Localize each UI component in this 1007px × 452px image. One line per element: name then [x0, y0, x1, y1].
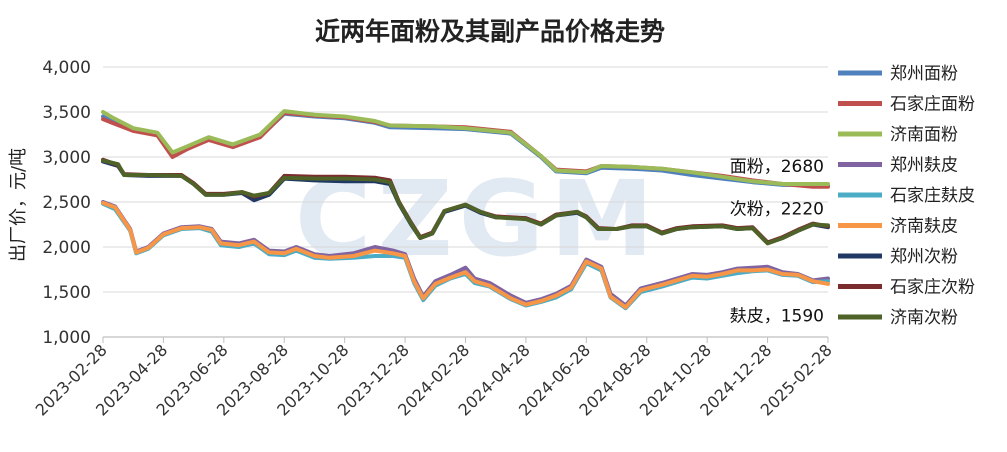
legend-label: 济南面粉 — [890, 125, 958, 145]
y-tick-label: 4,000 — [42, 58, 91, 78]
y-tick-label: 2,000 — [42, 238, 91, 258]
value-annotation: 麸皮，1590 — [730, 306, 824, 326]
series-line-3 — [101, 109, 830, 186]
legend-label: 石家庄次粉 — [890, 278, 975, 298]
y-tick-label: 3,500 — [42, 103, 91, 123]
y-tick-label: 2,500 — [42, 193, 91, 213]
legend-label: 郑州面粉 — [890, 64, 958, 84]
legend-label: 济南麸皮 — [890, 217, 958, 237]
legend-label: 郑州次粉 — [890, 247, 958, 267]
series-line-9 — [101, 158, 830, 246]
y-tick-label: 1,000 — [42, 328, 91, 348]
y-tick-label: 3,000 — [42, 148, 91, 168]
y-axis: 1,000 1,500 2,000 2,500 3,000 3,500 4,000 — [42, 58, 91, 348]
y-tick-label: 1,500 — [42, 283, 91, 303]
plot-lines — [101, 109, 830, 311]
y-axis-label: 出厂价，元/吨 — [8, 148, 29, 262]
legend-label: 济南次粉 — [890, 308, 958, 328]
legend-label: 石家庄面粉 — [890, 95, 975, 115]
annotations: 面粉，2680 次粉，2220 麸皮，1590 — [730, 157, 824, 326]
legend-label: 郑州麸皮 — [890, 156, 958, 176]
legend-label: 石家庄麸皮 — [890, 186, 975, 206]
value-annotation: 次粉，2220 — [730, 199, 824, 219]
series-line-6 — [101, 200, 830, 310]
chart-title: 近两年面粉及其副产品价格走势 — [315, 17, 665, 46]
x-axis: 2023-02-282023-04-282023-06-282023-08-28… — [32, 336, 836, 420]
value-annotation: 面粉，2680 — [730, 157, 824, 177]
